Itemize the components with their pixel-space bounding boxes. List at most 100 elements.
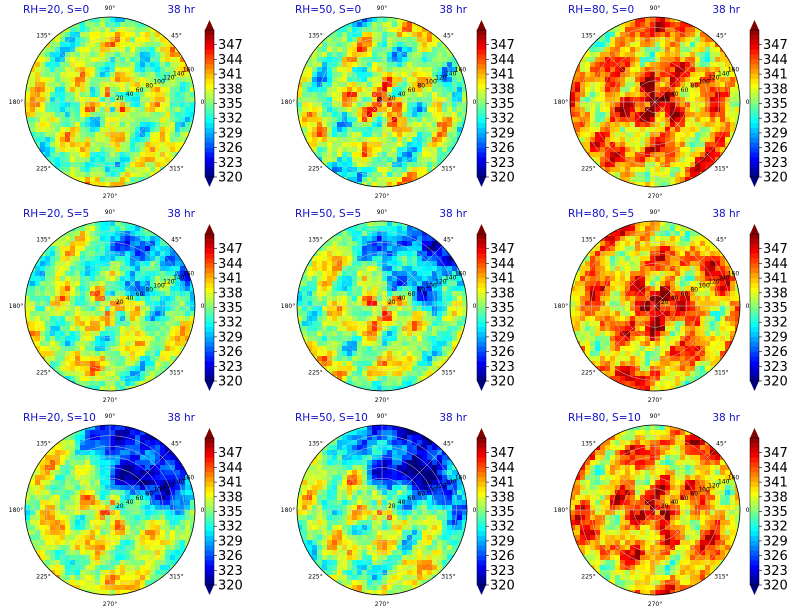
angle-tick-label: 45° [443,237,454,244]
radial-tick-label: 160 [455,270,467,277]
angle-tick-label: 90° [377,413,388,420]
angle-tick-label: 180° [9,303,23,310]
colorbar-tick-label: 347 [490,38,515,53]
colorbar-tick-label: 332 [218,112,243,127]
colorbar-tick-label: 332 [490,316,515,331]
colorbar-tick-label: 326 [218,141,243,156]
colorbar-tick-label: 332 [218,520,243,535]
radial-tick-label: 160 [183,66,195,73]
radial-tick-label: 80 [690,287,698,294]
angle-tick-label: 180° [281,303,295,310]
colorbar-tick-label: 323 [218,564,243,579]
colorbar-tick-label: 329 [763,534,788,549]
radial-tick-label: 60 [136,87,144,94]
colorbar-tick-label: 344 [763,257,788,272]
colorbar-tick-label: 344 [490,53,515,68]
colorbar-tick-label: 344 [218,53,243,68]
radial-tick-label: 80 [417,83,425,90]
colorbar-tick-label: 338 [490,490,515,505]
angle-tick-label: 135° [581,441,595,448]
colorbar-extend-max [477,224,486,234]
radial-tick-label: 140 [718,275,730,282]
angle-tick-label: 315° [714,165,728,172]
panel-title: RH=50, S=0 [295,4,361,16]
angle-tick-label: 315° [441,369,455,376]
colorbar-extend-max [750,20,759,30]
radial-tick-label: 20 [388,95,396,102]
colorbar-tick-label: 332 [490,112,515,127]
angle-tick-label: 180° [281,507,295,514]
radial-tick-label: 40 [126,91,134,98]
panel-time: 38 hr [167,4,195,16]
angle-tick-label: 135° [308,237,322,244]
angle-tick-label: 45° [171,441,182,448]
angle-tick-label: 225° [308,369,322,376]
panel-time: 38 hr [712,208,740,220]
colorbar-tick-label: 323 [218,156,243,171]
colorbar-tick-label: 323 [763,360,788,375]
angle-tick-label: 270° [103,601,117,608]
panel-title: RH=50, S=5 [295,208,361,220]
radial-tick-label: 40 [398,295,406,302]
radial-tick-label: 60 [136,291,144,298]
radial-tick-label: 160 [183,474,195,481]
colorbar-tick-label: 320 [490,579,515,594]
angle-tick-label: 0° [746,303,753,310]
radial-tick-label: 40 [126,499,134,506]
polar-grid [24,16,196,188]
radial-tick-label: 120 [163,483,175,490]
panel-time: 38 hr [712,4,740,16]
angle-tick-label: 90° [105,413,116,420]
radial-tick-label: 40 [398,91,406,98]
colorbar-tick-label: 344 [763,53,788,68]
colorbar-tick-label: 335 [490,301,515,316]
polar-frame [296,220,468,392]
colorbar-tick-label: 323 [490,360,515,375]
radial-tick-label: 80 [417,287,425,294]
polar-grid [569,16,741,188]
radial-tick-label: 100 [153,283,165,290]
colorbar-tick-label: 335 [763,505,788,520]
polar-grid [24,424,196,596]
radial-tick-label: 60 [408,495,416,502]
angle-tick-label: 135° [308,33,322,40]
colorbar-tick-label: 347 [763,38,788,53]
angle-tick-label: 45° [716,237,727,244]
angle-tick-label: 90° [650,413,661,420]
colorbar-tick-label: 344 [218,257,243,272]
colorbar-tick-label: 338 [218,286,243,301]
colorbar-tick-label: 332 [763,520,788,535]
panel-title: RH=80, S=5 [568,208,634,220]
radial-tick-label: 20 [116,95,124,102]
colorbar-tick-label: 344 [490,257,515,272]
colorbar-tick-label: 320 [218,375,243,390]
angle-tick-label: 315° [441,573,455,580]
colorbar-tick-label: 344 [763,461,788,476]
angle-tick-label: 45° [171,237,182,244]
radial-tick-label: 160 [728,66,740,73]
colorbar-tick-label: 335 [218,97,243,112]
colorbar-tick-label: 323 [218,360,243,375]
polar-frame [569,424,741,596]
panel-time: 38 hr [439,208,467,220]
angle-tick-label: 270° [375,397,389,404]
radial-tick-label: 140 [173,71,185,78]
angle-tick-label: 0° [746,99,753,106]
radial-tick-label: 120 [163,75,175,82]
colorbar-tick-label: 329 [218,534,243,549]
panel-title: RH=80, S=0 [568,4,634,16]
colorbar-tick-label: 326 [763,141,788,156]
angle-tick-label: 135° [36,33,50,40]
colorbar-extend-max [750,224,759,234]
colorbar-extend-min [477,177,486,187]
angle-tick-label: 135° [308,441,322,448]
angle-tick-label: 180° [281,99,295,106]
colorbar-tick-label: 341 [490,272,515,287]
colorbar-tick-label: 347 [218,446,243,461]
radial-tick-label: 60 [681,495,689,502]
